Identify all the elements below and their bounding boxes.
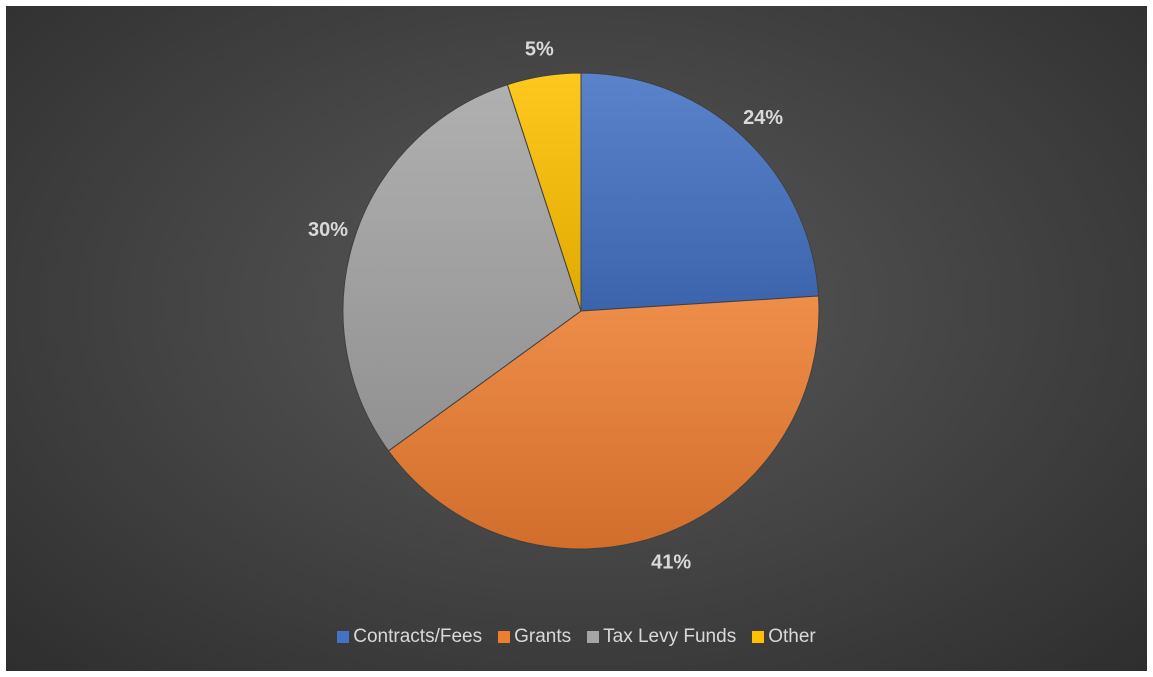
legend-item-contracts-fees: Contracts/Fees xyxy=(337,626,482,648)
legend-label: Tax Levy Funds xyxy=(603,626,737,647)
chart-legend: Contracts/Fees Grants Tax Levy Funds Other xyxy=(6,626,1147,648)
pie-slice-grants xyxy=(387,295,820,550)
data-label-contracts-fees: 24% xyxy=(743,107,783,129)
pie-data-labels: 24% 41% 30% 5% xyxy=(308,38,783,573)
pie-chart: 24% 41% 30% 5% xyxy=(308,38,820,573)
legend-swatch xyxy=(498,631,511,643)
pie-slices xyxy=(342,72,820,550)
legend-swatch xyxy=(587,631,600,643)
data-label-tax-levy-funds: 30% xyxy=(308,219,348,241)
pie-slice-other xyxy=(506,72,582,312)
pie-slice-tax-levy-funds xyxy=(342,84,582,452)
data-label-grants: 41% xyxy=(651,551,691,573)
pie-slice-contracts-fees xyxy=(580,72,820,312)
legend-swatch xyxy=(752,631,765,643)
legend-item-tax-levy-funds: Tax Levy Funds xyxy=(587,626,736,648)
legend-label: Contracts/Fees xyxy=(353,626,483,647)
legend-label: Other xyxy=(768,626,816,647)
legend-item-other: Other xyxy=(752,626,816,648)
legend-label: Grants xyxy=(514,626,572,647)
legend-item-grants: Grants xyxy=(498,626,571,648)
data-label-other: 5% xyxy=(525,38,554,60)
legend-swatch xyxy=(337,631,350,643)
chart-area: 24% 41% 30% 5% Contracts/Fees Grants Tax Levy… xyxy=(6,6,1147,671)
